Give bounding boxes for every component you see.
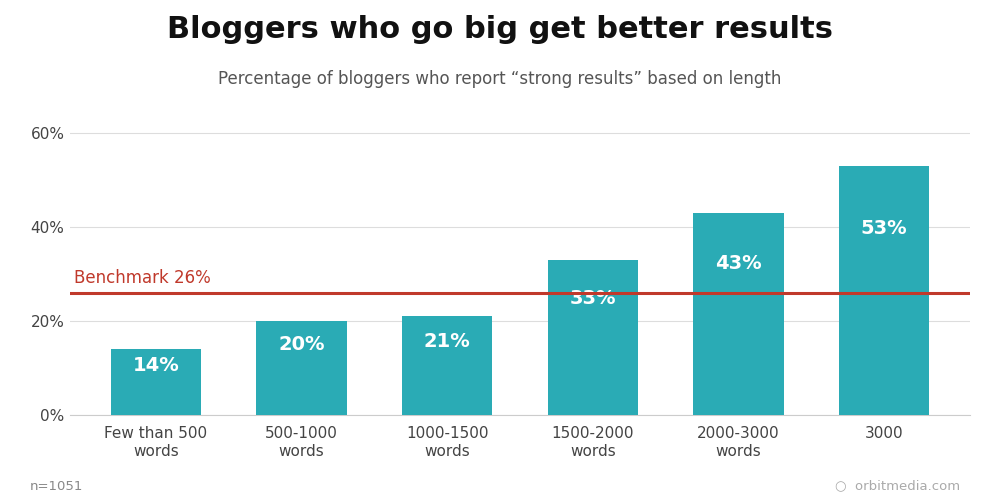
Text: Bloggers who go big get better results: Bloggers who go big get better results — [167, 15, 833, 44]
Bar — [693, 213, 784, 415]
Bar — [256, 321, 347, 415]
Text: Benchmark 26%: Benchmark 26% — [74, 270, 211, 287]
Bar — [548, 260, 638, 415]
Text: 53%: 53% — [861, 219, 907, 238]
Text: ○  orbitmedia.com: ○ orbitmedia.com — [835, 480, 960, 492]
Text: 20%: 20% — [278, 335, 325, 354]
Text: n=1051: n=1051 — [30, 480, 83, 492]
Bar — [839, 166, 929, 415]
Text: 43%: 43% — [715, 254, 762, 273]
Text: Percentage of bloggers who report “strong results” based on length: Percentage of bloggers who report “stron… — [218, 70, 782, 88]
Bar — [402, 316, 492, 415]
Bar — [111, 350, 201, 415]
Text: 21%: 21% — [424, 332, 471, 350]
Text: 33%: 33% — [570, 290, 616, 308]
Text: 14%: 14% — [133, 356, 179, 375]
